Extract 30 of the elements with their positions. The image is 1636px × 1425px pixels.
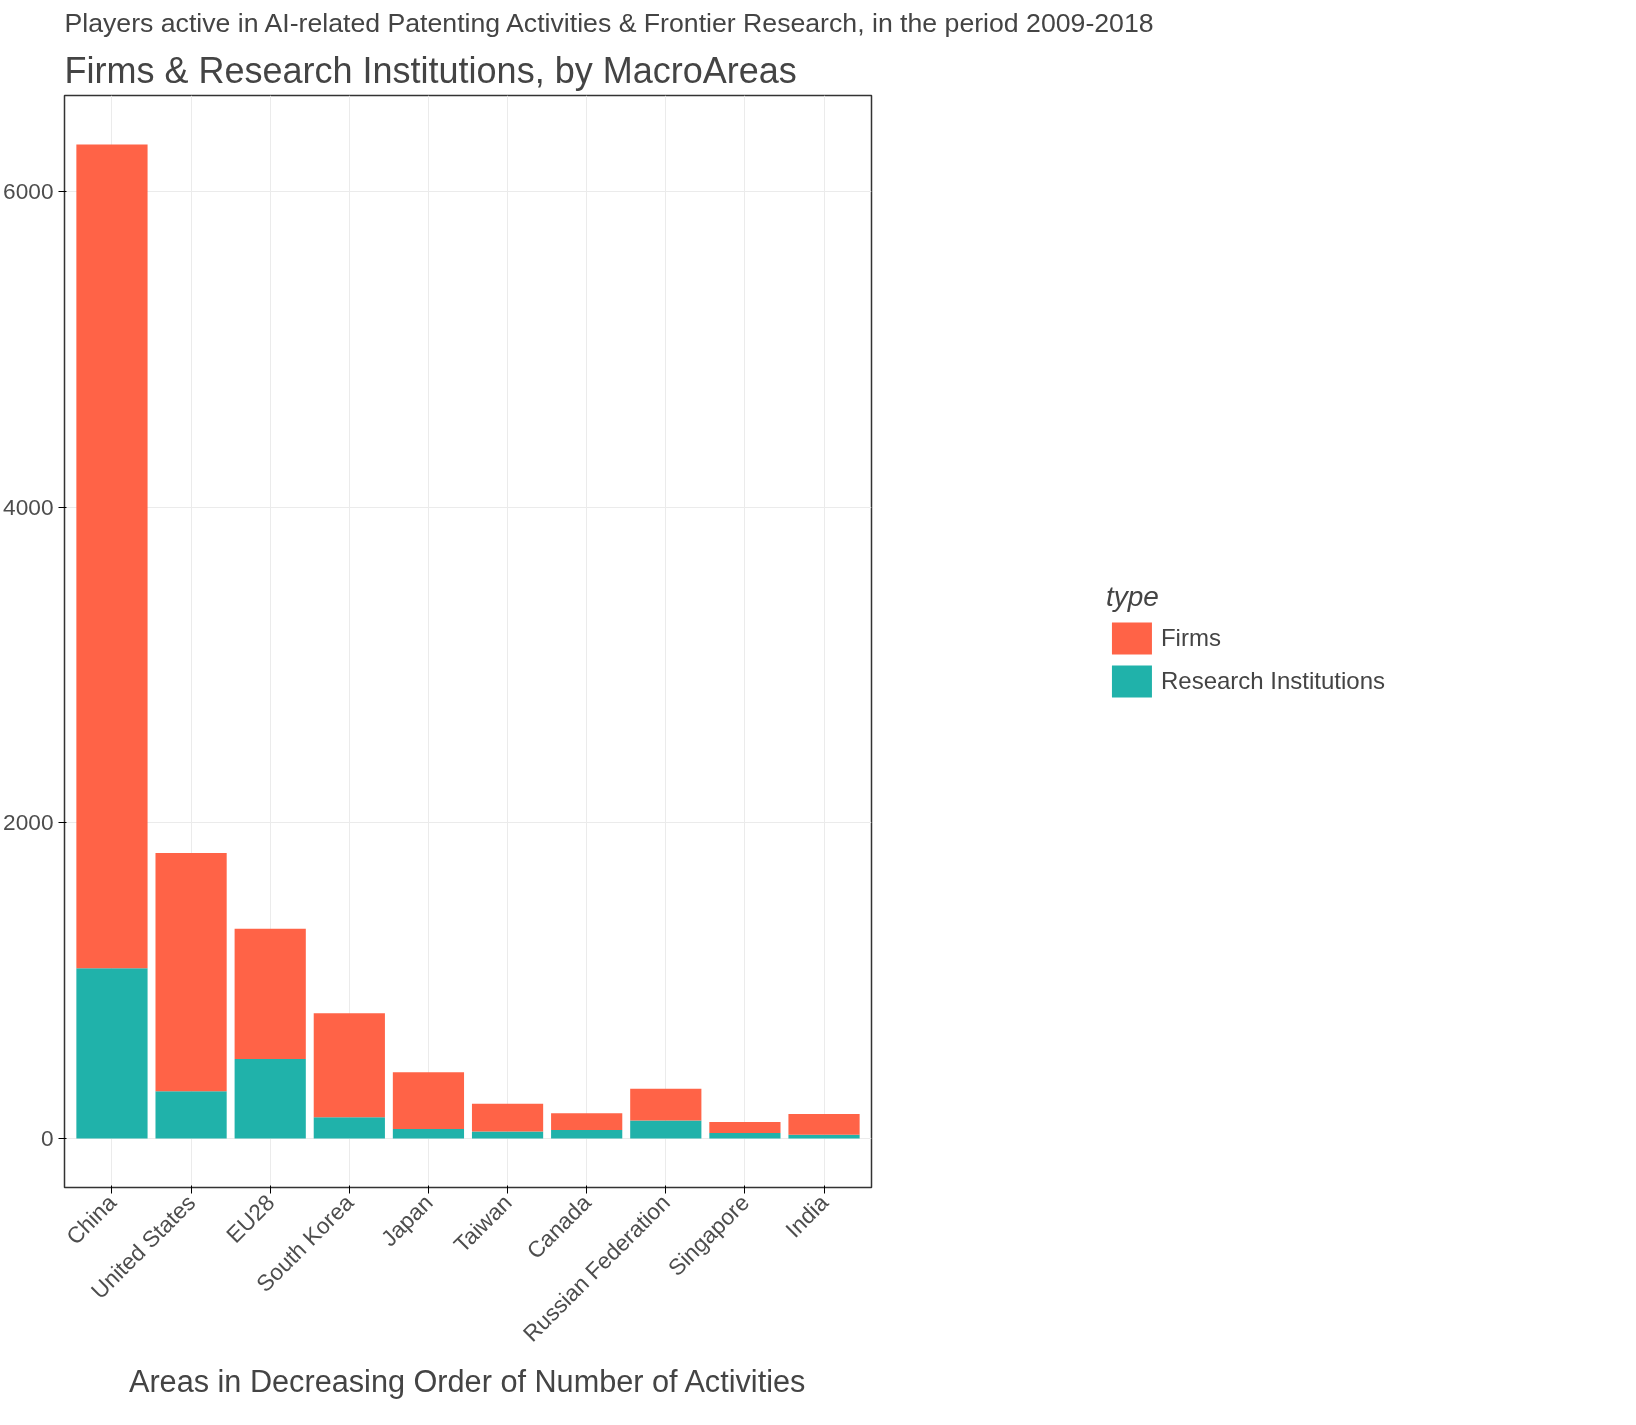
bar — [76, 968, 148, 1139]
bar — [155, 852, 227, 1092]
x-axis-title: Areas in Decreasing Order of Number of Activities — [128, 1363, 806, 1399]
bar — [788, 1134, 860, 1139]
bar — [313, 1117, 385, 1139]
y-tick-label: 4000 — [3, 493, 54, 520]
legend-title: type — [1105, 581, 1160, 613]
bar — [471, 1103, 544, 1132]
bar — [709, 1122, 781, 1134]
y-tick-label: 2000 — [3, 809, 54, 836]
y-tick-label: 6000 — [3, 178, 54, 205]
bar — [155, 1091, 227, 1139]
chart-title: Firms & Research Institutions, by MacroAreas — [64, 49, 797, 91]
bar — [630, 1088, 702, 1121]
bar — [234, 928, 306, 1059]
bar — [392, 1129, 465, 1139]
y-tick-label: 0 — [40, 1125, 54, 1152]
bar — [551, 1129, 623, 1139]
legend-label: Research Institutions — [1160, 667, 1386, 695]
chart-subtitle: Players active in AI-related Patenting Activities & Frontier Research, in the period 2009-2018 — [64, 7, 1154, 38]
bar — [392, 1072, 465, 1130]
bar — [709, 1133, 781, 1139]
legend-label: Firms — [1160, 624, 1221, 652]
bar — [788, 1114, 860, 1135]
bar — [471, 1131, 544, 1139]
bar — [76, 144, 148, 969]
bar — [313, 1013, 385, 1118]
bar — [551, 1113, 623, 1130]
bar — [630, 1120, 702, 1139]
bar — [234, 1058, 306, 1139]
